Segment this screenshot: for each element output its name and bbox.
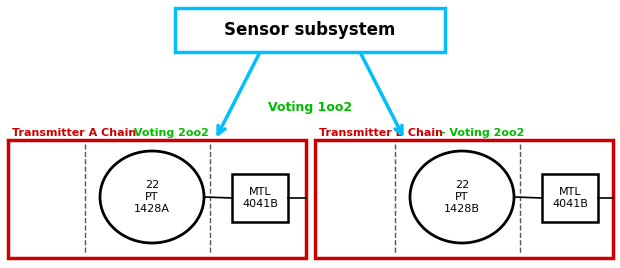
Bar: [315, 140, 613, 258]
Text: Voting 1oo2: Voting 1oo2: [268, 102, 352, 114]
Bar: [542, 174, 598, 222]
Ellipse shape: [100, 151, 204, 243]
Ellipse shape: [410, 151, 514, 243]
Text: 22
PT
1428A: 22 PT 1428A: [134, 180, 170, 214]
Text: Sensor subsystem: Sensor subsystem: [224, 21, 396, 39]
Bar: [8, 140, 306, 258]
Text: 22
PT
1428B: 22 PT 1428B: [444, 180, 480, 214]
Text: - Voting 2oo2: - Voting 2oo2: [437, 128, 525, 138]
Bar: [175, 8, 445, 52]
Text: Transmitter A Chain: Transmitter A Chain: [12, 128, 136, 138]
Text: MTL
4041B: MTL 4041B: [242, 187, 278, 209]
Text: Transmitter B Chain: Transmitter B Chain: [319, 128, 443, 138]
Text: Voting 2oo2: Voting 2oo2: [130, 128, 209, 138]
Bar: [232, 174, 288, 222]
Text: MTL
4041B: MTL 4041B: [552, 187, 588, 209]
